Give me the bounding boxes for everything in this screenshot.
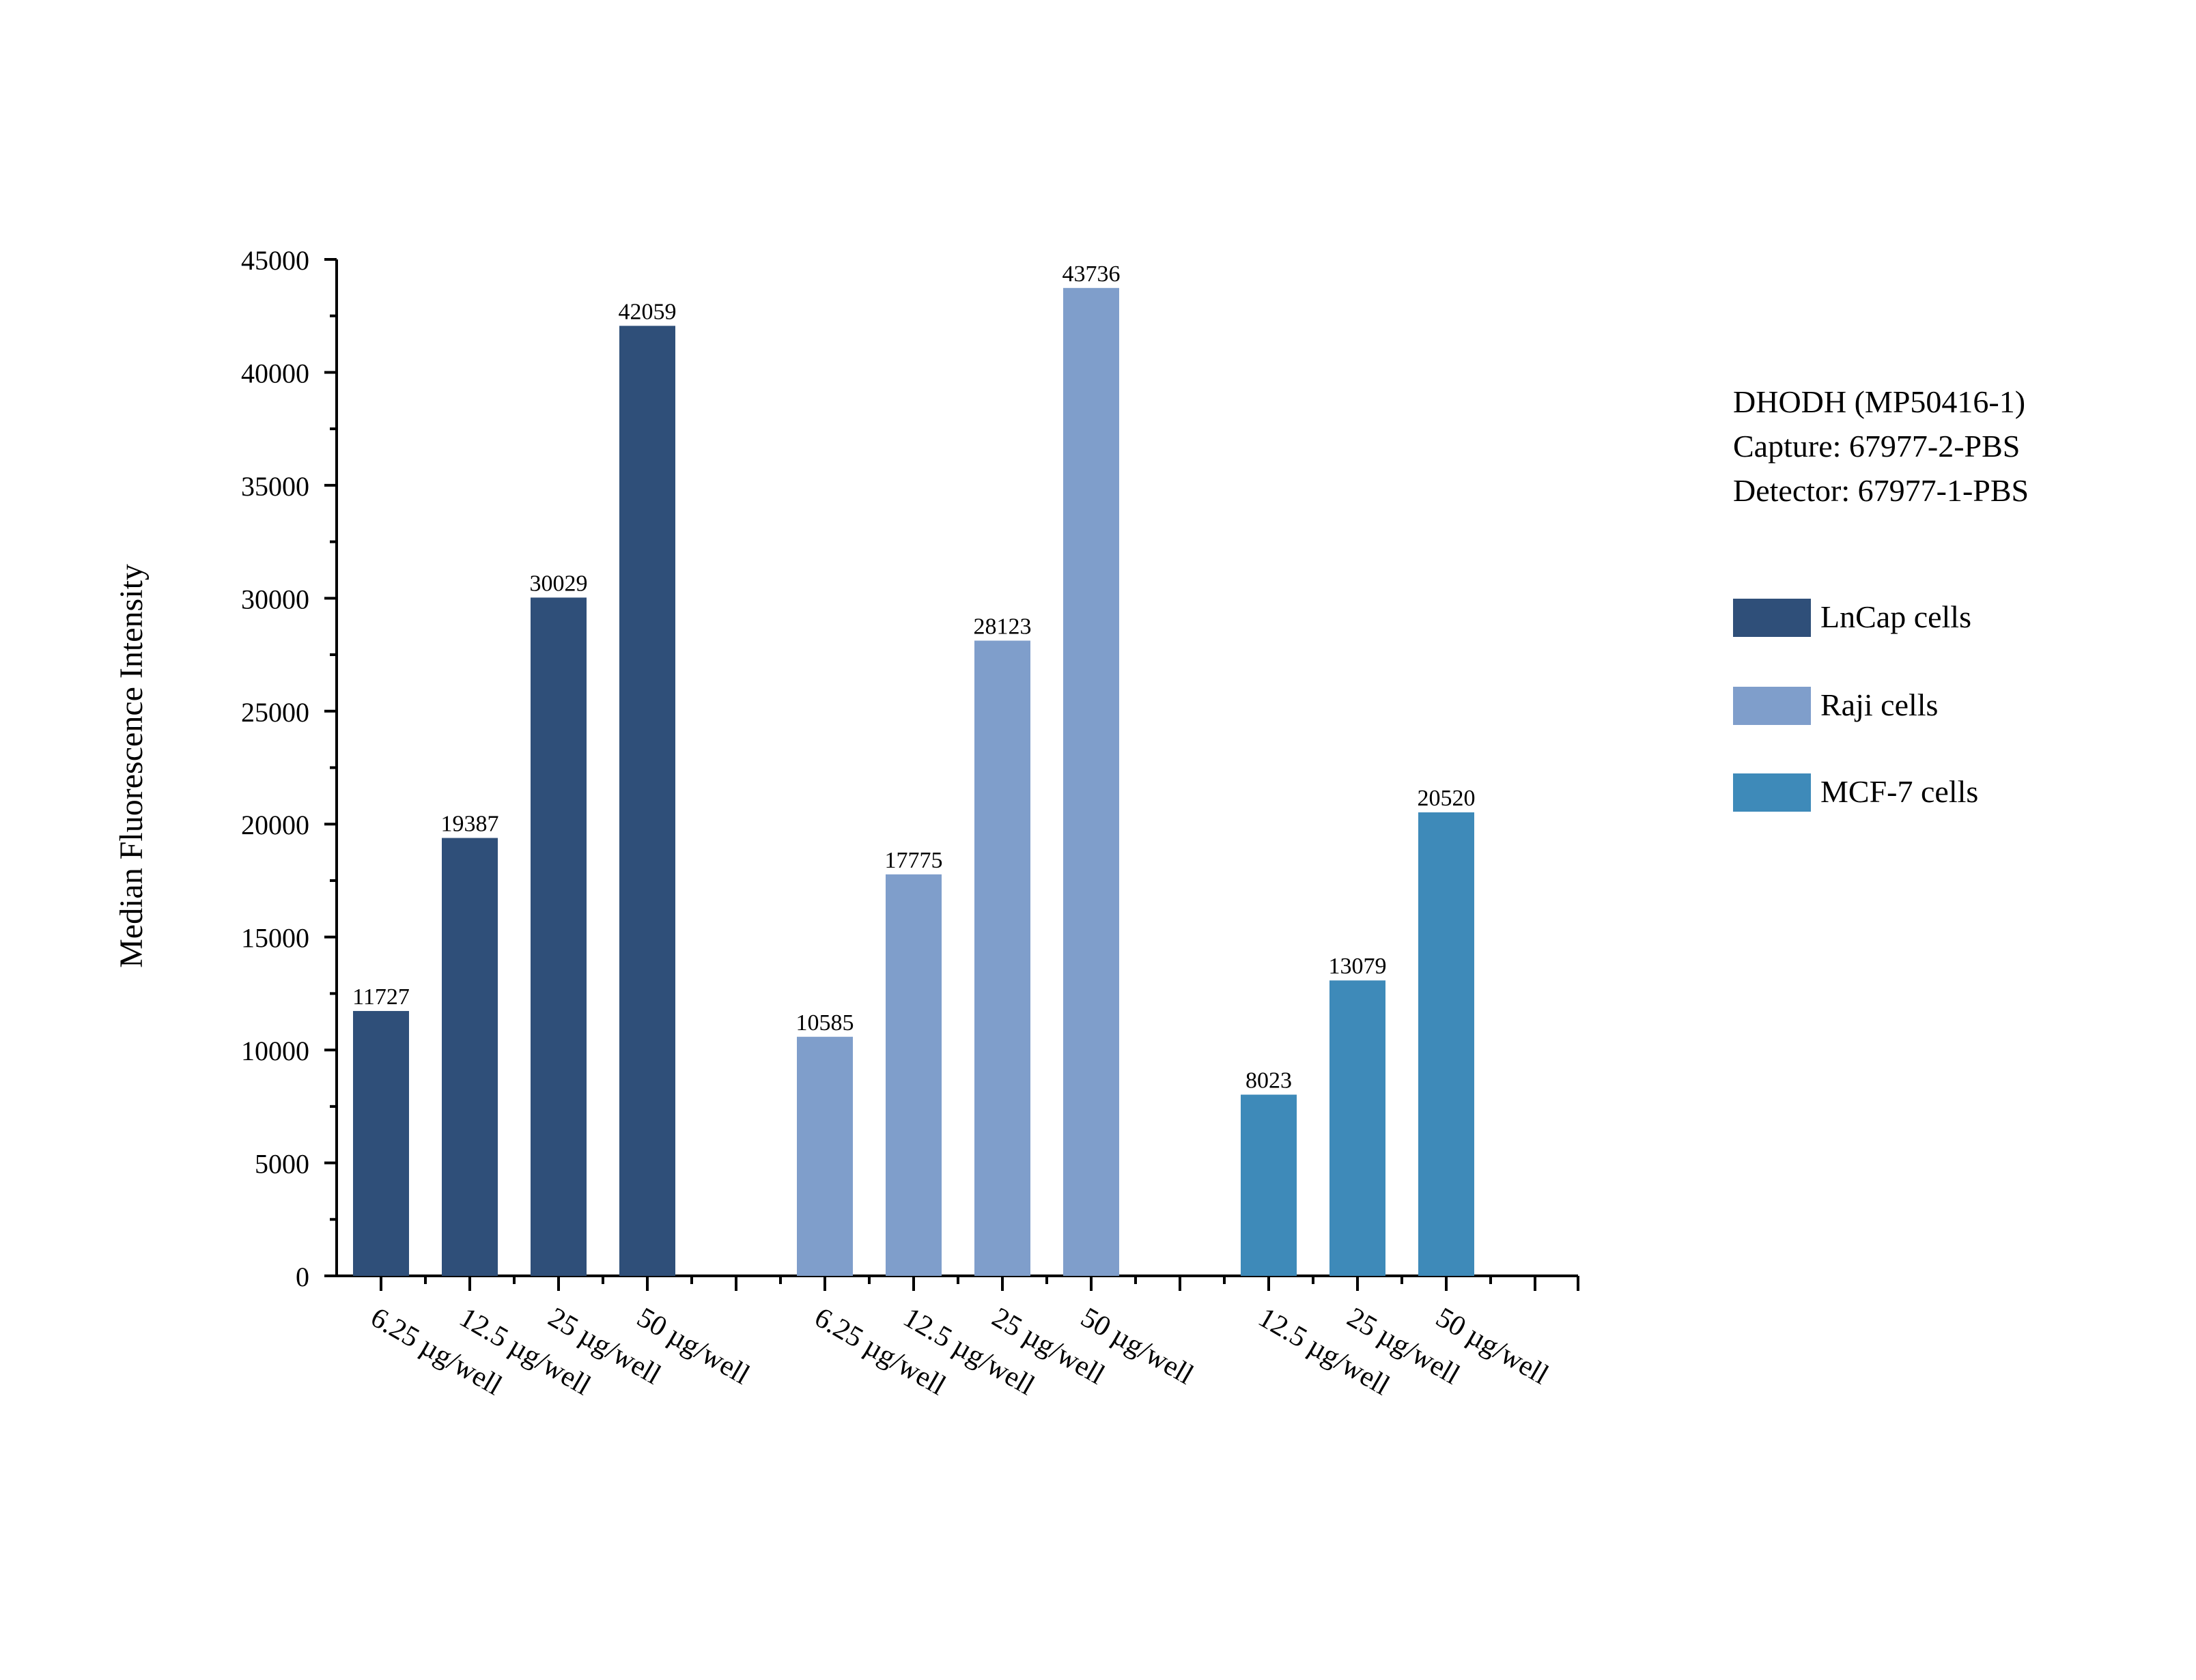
bar [1329,980,1385,1276]
y-tick-label: 45000 [241,245,309,276]
legend-label-raji: Raji cells [1820,687,1939,722]
y-tick-label: 10000 [241,1036,309,1066]
bar-value-label: 30029 [530,571,588,596]
annotation-line-2: Capture: 67977-2-PBS [1733,429,2021,464]
y-tick-label: 25000 [241,697,309,728]
bar [797,1036,853,1276]
bar-value-label: 8023 [1245,1068,1292,1094]
bar-value-label: 10585 [796,1010,854,1036]
y-tick-label: 35000 [241,471,309,502]
legend-label-lncap: LnCap cells [1820,599,1971,634]
bar-value-label: 43736 [1062,261,1121,287]
bar [886,874,942,1276]
y-tick-label: 5000 [255,1149,309,1180]
bar [1241,1094,1297,1276]
annotation-line-3: Detector: 67977-1-PBS [1733,473,2029,508]
bars [353,287,1474,1276]
y-tick-label: 20000 [241,810,309,840]
legend-swatch-mcf7 [1733,773,1811,812]
legend-swatch-lncap [1733,599,1811,637]
legend-swatch-raji [1733,687,1811,725]
legend-label-mcf7: MCF-7 cells [1820,774,1979,809]
bar [1063,287,1119,1276]
y-tick-label: 30000 [241,584,309,614]
bar-value-label: 20520 [1418,786,1476,811]
y-tick-label: 15000 [241,923,309,954]
bar-value-label: 19387 [441,812,499,837]
bar-value-label: 42059 [619,299,677,324]
annotation-line-1: DHODH (MP50416-1) [1733,384,2026,419]
axes: 0 5000 10000 15000 20000 25000 30000 35000 40000… [241,245,1579,1292]
bar [1418,812,1474,1276]
y-axis-label: Median Fluorescence Intensity [113,564,150,968]
bar-value-label: 28123 [974,614,1032,639]
y-tick-label: 40000 [241,358,309,388]
bar [442,838,498,1276]
bar-value-label: 17775 [885,848,943,873]
bar [619,326,675,1276]
y-tick-label: 0 [296,1262,309,1292]
bar [531,597,587,1276]
bar [974,640,1030,1276]
bar-value-label: 11727 [352,984,410,1010]
bar-value-label: 13079 [1329,954,1387,979]
bar [353,1010,409,1276]
